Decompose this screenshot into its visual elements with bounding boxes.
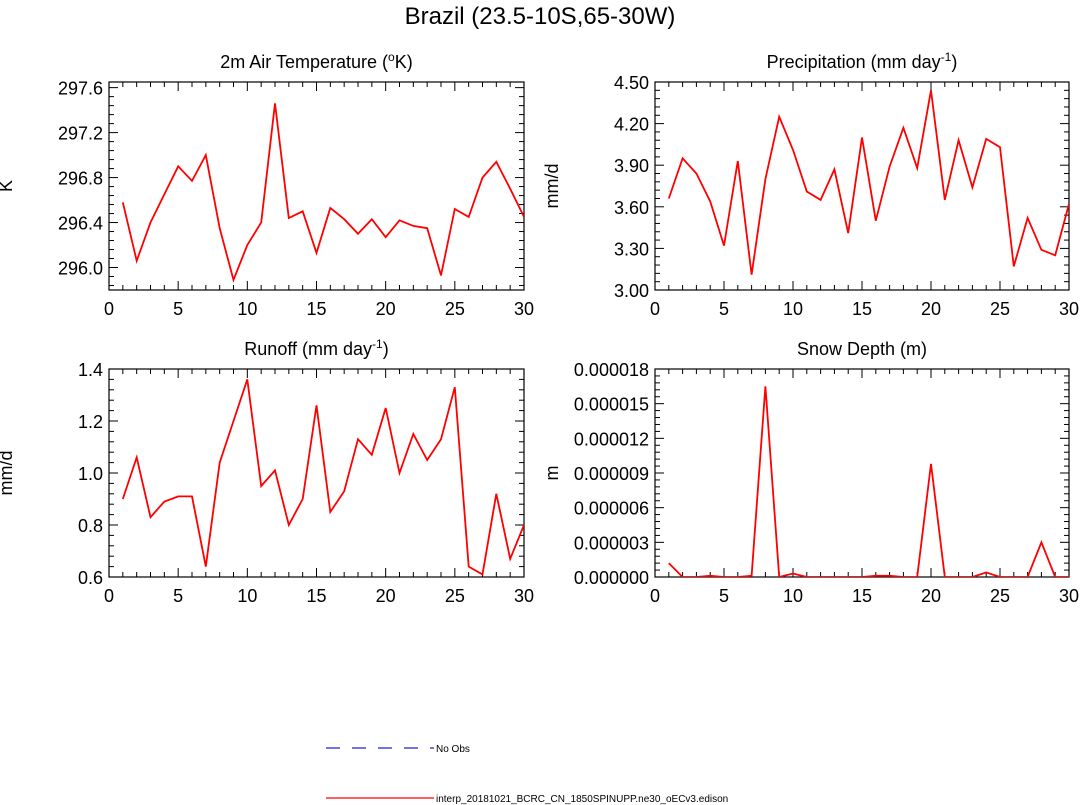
x-tick-label: 5 [719,299,729,319]
x-tick-label: 20 [921,586,941,606]
x-tick-label: 25 [990,586,1010,606]
x-tick-label: 30 [1059,299,1079,319]
y-tick-label: 1.2 [78,412,103,432]
x-tick-label: 20 [376,586,396,606]
x-tick-label: 20 [921,299,941,319]
plot-frame [108,81,525,291]
x-tick-label: 5 [173,299,183,319]
legend-label-model: interp_20181021_BCRC_CN_1850SPINUPP.ne30… [436,794,728,805]
y-axis-label: mm/d [0,451,16,496]
y-tick-label: 296.8 [58,169,103,189]
y-tick-label: 296.0 [58,259,103,279]
x-tick-label: 15 [306,586,326,606]
x-tick-label: 10 [783,299,803,319]
y-tick-label: 297.2 [58,124,103,144]
chart-title: Runoff (mm day-1) [244,337,388,359]
x-tick-label: 30 [514,586,534,606]
series-line-model [121,379,524,576]
y-tick-label: 3.60 [614,198,649,218]
x-tick-label: 5 [173,586,183,606]
x-tick-label: 25 [445,299,465,319]
y-tick-label: 4.50 [614,73,649,93]
x-tick-label: 0 [104,586,114,606]
chart-title: Snow Depth (m) [797,339,927,359]
y-tick-label: 0.000000 [574,568,649,588]
chart-title: Precipitation (mm day-1) [767,50,958,72]
y-axis-label: mm/d [542,164,562,209]
chart-title: 2m Air Temperature (oK) [220,50,412,72]
legend-label-no-obs: No Obs [436,744,470,755]
plot-frame [654,368,1070,578]
y-tick-label: 3.30 [614,239,649,259]
page-title: Brazil (23.5-10S,65-30W) [405,3,676,30]
y-tick-label: 0.000009 [574,464,649,484]
y-tick-label: 3.90 [614,156,649,176]
y-tick-label: 0.000015 [574,395,649,415]
legend: No Obs interp_20181021_BCRC_CN_1850SPINU… [326,744,728,805]
y-tick-label: 0.8 [78,516,103,536]
series-line-model [667,90,1069,275]
x-tick-label: 15 [852,586,872,606]
x-tick-label: 10 [783,586,803,606]
x-tick-label: 0 [650,586,660,606]
x-tick-label: 25 [445,586,465,606]
x-tick-label: 25 [990,299,1010,319]
chart-panel-precip: Precipitation (mm day-1) mm/d 0 5 10 15 20 25 30… [542,50,1079,319]
y-tick-label: 0.000003 [574,533,649,553]
y-tick-label: 297.6 [58,79,103,99]
x-tick-label: 30 [514,299,534,319]
y-tick-label: 0.000012 [574,429,649,449]
y-axis-label: K [0,180,16,192]
series-line-model [121,103,524,283]
x-tick-label: 30 [1059,586,1079,606]
series-line-model [668,386,1069,577]
x-tick-label: 10 [237,586,257,606]
chart-panel-runoff: Runoff (mm day-1) mm/d 0 5 10 15 20 25 30 0.6 0.8 1… [0,337,534,606]
y-tick-label: 0.000006 [574,499,649,519]
y-tick-label: 296.4 [58,214,103,234]
y-axis-label: m [542,466,562,481]
y-tick-label: 0.000018 [574,360,649,380]
y-tick-label: 1.0 [78,464,103,484]
y-tick-label: 4.20 [614,115,649,135]
x-tick-label: 10 [237,299,257,319]
x-tick-label: 0 [650,299,660,319]
x-tick-label: 15 [306,299,326,319]
x-tick-label: 20 [376,299,396,319]
y-tick-label: 3.00 [614,281,649,301]
x-tick-label: 15 [852,299,872,319]
y-tick-label: 1.4 [78,360,103,380]
x-tick-label: 5 [719,586,729,606]
plot-frame [654,81,1070,291]
x-tick-label: 0 [104,299,114,319]
y-tick-label: 0.6 [78,568,103,588]
chart-panel-temp: 2m Air Temperature (oK) K 0 5 10 15 20 25 30 296.… [0,50,534,319]
chart-panels: 2m Air Temperature (oK) K 0 5 10 15 20 25 30 296.… [0,50,1079,606]
chart-panel-snow: Snow Depth (m) m 0 5 10 15 20 25 30 0.000000 0.000… [542,339,1079,606]
